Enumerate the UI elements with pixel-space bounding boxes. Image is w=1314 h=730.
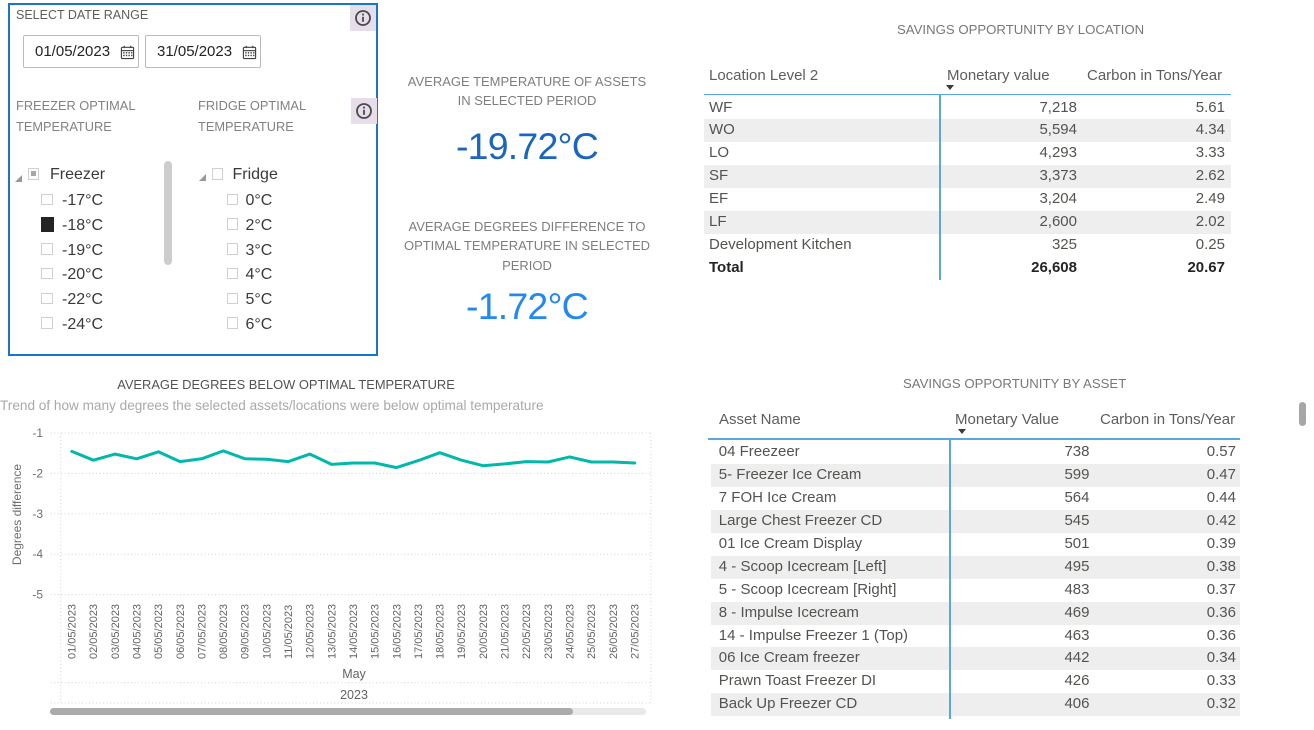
svg-text:Trend of how many degrees the: Trend of how many degrees the selected a… [0,398,544,413]
svg-text:23/05/2023: 23/05/2023 [543,604,555,659]
svg-text:09/05/2023: 09/05/2023 [240,604,252,659]
svg-text:AVERAGE DEGREES BELOW OPTIMAL: AVERAGE DEGREES BELOW OPTIMAL TEMPERATUR… [117,377,455,392]
svg-text:01/05/2023: 01/05/2023 [67,604,79,659]
svg-text:02/05/2023: 02/05/2023 [88,604,100,659]
svg-text:25/05/2023: 25/05/2023 [586,604,598,659]
svg-text:16/05/2023: 16/05/2023 [391,604,403,659]
svg-text:15/05/2023: 15/05/2023 [370,604,382,659]
svg-text:2023: 2023 [340,688,368,702]
svg-text:07/05/2023: 07/05/2023 [196,604,208,659]
svg-text:Degrees difference: Degrees difference [10,464,24,566]
svg-text:12/05/2023: 12/05/2023 [305,604,317,659]
svg-text:20/05/2023: 20/05/2023 [478,604,490,659]
svg-text:-1: -1 [32,426,43,440]
svg-text:17/05/2023: 17/05/2023 [413,604,425,659]
svg-text:14/05/2023: 14/05/2023 [348,604,360,659]
svg-text:13/05/2023: 13/05/2023 [326,604,338,659]
svg-text:27/05/2023: 27/05/2023 [629,604,641,659]
svg-text:03/05/2023: 03/05/2023 [110,604,122,659]
svg-text:10/05/2023: 10/05/2023 [261,604,273,659]
svg-text:May: May [342,667,366,681]
svg-text:-5: -5 [32,588,43,602]
svg-text:18/05/2023: 18/05/2023 [435,604,447,659]
svg-text:-2: -2 [32,466,43,480]
svg-text:04/05/2023: 04/05/2023 [132,604,144,659]
svg-text:-4: -4 [32,547,43,561]
svg-text:22/05/2023: 22/05/2023 [521,604,533,659]
svg-text:21/05/2023: 21/05/2023 [500,604,512,659]
svg-text:26/05/2023: 26/05/2023 [608,604,620,659]
svg-text:11/05/2023: 11/05/2023 [283,605,295,659]
svg-text:06/05/2023: 06/05/2023 [175,604,187,659]
svg-text:24/05/2023: 24/05/2023 [565,604,577,659]
svg-text:19/05/2023: 19/05/2023 [456,604,468,659]
svg-text:08/05/2023: 08/05/2023 [218,604,230,659]
svg-text:05/05/2023: 05/05/2023 [153,604,165,659]
svg-text:-3: -3 [32,507,43,521]
